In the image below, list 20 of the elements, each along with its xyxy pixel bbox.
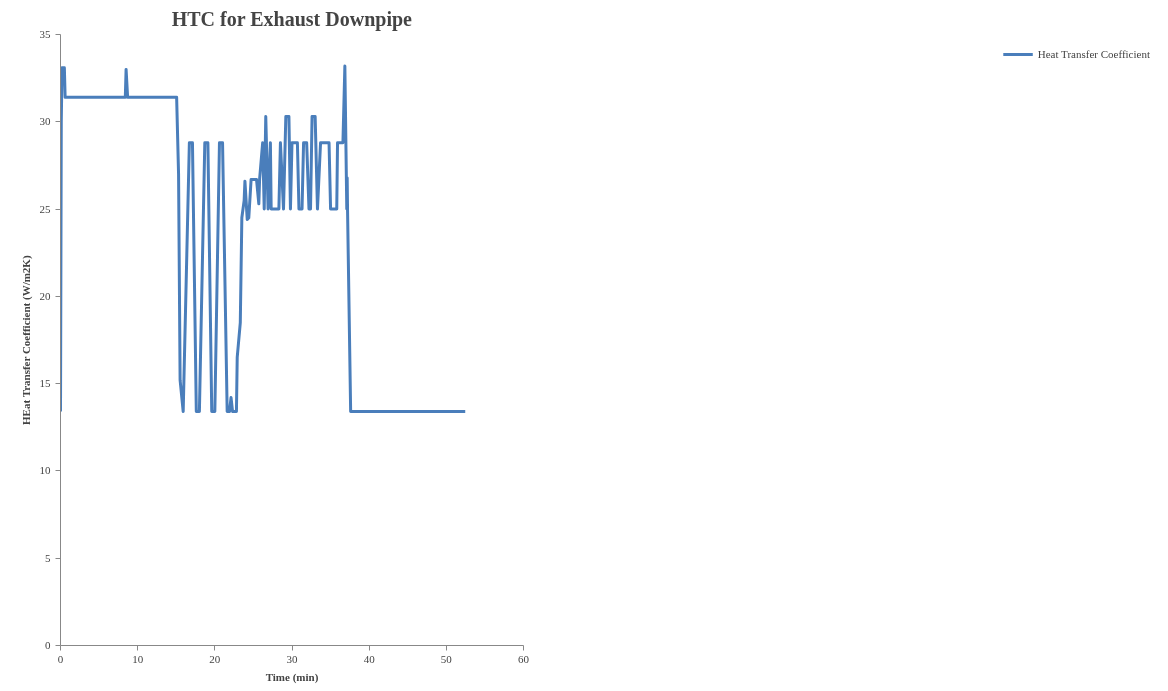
legend-label: Heat Transfer Coefficient [1037, 48, 1150, 60]
y-tick-label: 10 [39, 464, 51, 477]
y-tick-label: 20 [39, 289, 51, 302]
x-tick-label: 50 [440, 652, 453, 665]
y-axis-title: HEat Transfer Coefficient (W/m2K) [19, 255, 33, 425]
line-series [60, 64, 467, 414]
y-tick-label: 15 [39, 377, 51, 390]
x-tick-label: 40 [363, 652, 376, 665]
x-tick-label: 60 [518, 652, 530, 665]
chart-title: HTC for Exhaust Downpipe [171, 7, 413, 31]
x-tick-label: 0 [57, 652, 64, 665]
x-axis-title: Time (min) [265, 670, 319, 684]
y-tick-label: 30 [39, 115, 51, 128]
y-tick-label: 5 [45, 551, 51, 564]
x-tick-label: 30 [286, 652, 298, 665]
x-tick-label: 10 [132, 652, 144, 665]
y-tick-label: 25 [39, 202, 51, 215]
y-tick-label: 35 [39, 28, 51, 40]
x-tick-label: 20 [209, 652, 221, 665]
y-tick-label: 0 [45, 639, 51, 651]
